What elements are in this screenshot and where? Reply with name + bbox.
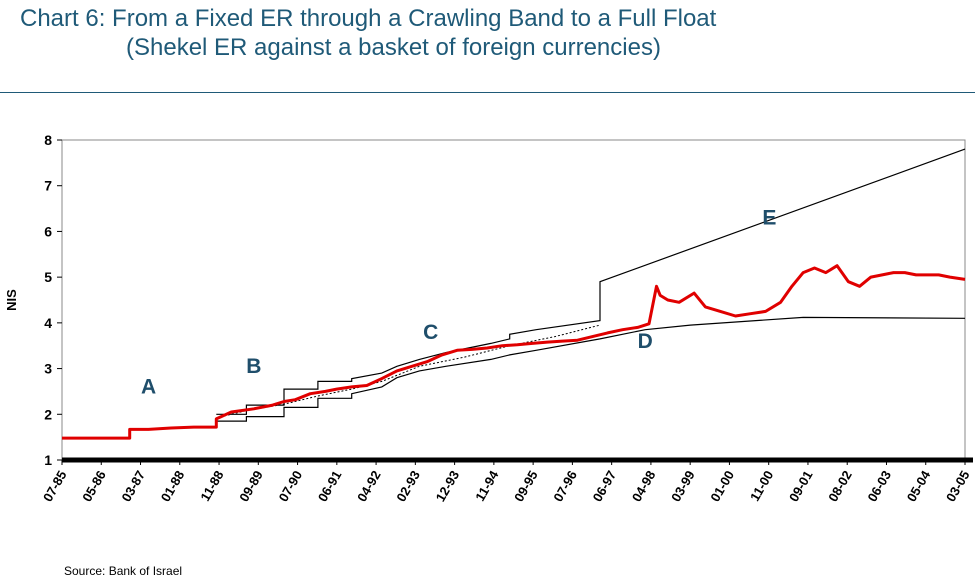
plot-area-frame	[61, 139, 966, 461]
y-tick-label: 7	[44, 178, 52, 194]
lower-band-line	[216, 316, 966, 422]
y-axis-label: NIS	[4, 289, 19, 311]
y-tick-label: 5	[44, 269, 52, 285]
x-tick-label: 07-96	[550, 468, 580, 504]
x-tick-label: 03-05	[943, 468, 973, 504]
header-divider	[0, 92, 975, 93]
exchange-rate-line	[62, 264, 966, 440]
x-tick-label: 06-03	[864, 468, 894, 504]
x-tick-label: 11-00	[747, 468, 776, 504]
x-tick-label: 08-02	[825, 468, 855, 504]
annotation-label: A	[141, 376, 156, 399]
x-tick-label: 06-97	[590, 468, 620, 504]
exchange-rate-chart: 1 2 3 4 5 6 7 8 NIS 07-85 05-86 03-87 01-88 11-88 09-8…	[4, 132, 973, 504]
y-tick-label: 1	[44, 452, 52, 468]
chart-title: Chart 6: From a Fixed ER through a Crawl…	[20, 4, 960, 62]
x-tick-label: 09-01	[786, 468, 816, 504]
x-tick-label: 11-88	[197, 468, 226, 504]
x-tick-label: 01-88	[158, 468, 188, 504]
x-tick-label: 04-98	[629, 468, 659, 504]
x-tick-label: 09-95	[511, 468, 541, 504]
annotation-label: D	[638, 330, 653, 353]
x-tick-label: 01-00	[707, 468, 737, 504]
x-tick-label: 02-93	[393, 468, 423, 504]
x-tick-label: 12-93	[433, 468, 463, 504]
x-tick-label: 05-86	[79, 468, 109, 504]
x-tick-label: 05-04	[904, 467, 934, 504]
title-line-2: (Shekel ER against a basket of foreign c…	[126, 34, 661, 61]
x-tick-label: 03-87	[119, 468, 149, 504]
y-tick-label: 2	[44, 406, 52, 422]
y-tick-label: 4	[44, 315, 52, 331]
y-tick-label: 6	[44, 223, 52, 239]
title-line-1: Chart 6: From a Fixed ER through a Crawl…	[20, 5, 717, 32]
x-tick-label: 04-92	[354, 468, 384, 504]
x-tick-label: 09-89	[236, 468, 266, 504]
source-note: Source: Bank of Israel	[64, 564, 183, 578]
annotation-label: C	[423, 321, 438, 344]
x-tick-label: 07-90	[276, 468, 306, 504]
y-tick-label: 8	[44, 132, 52, 148]
x-tick-label: 07-85	[40, 468, 70, 504]
annotation-label: E	[762, 207, 776, 230]
y-tick-label: 3	[44, 361, 52, 377]
annotation-label: B	[246, 355, 261, 378]
x-tick-label: 03-99	[668, 468, 698, 504]
upper-band-line	[216, 148, 966, 415]
x-tick-label: 11-94	[472, 467, 502, 503]
x-tick-label: 06-91	[315, 468, 345, 504]
